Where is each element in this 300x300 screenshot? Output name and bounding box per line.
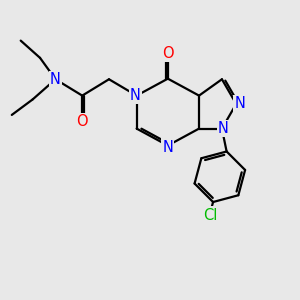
Text: N: N <box>130 88 141 103</box>
Text: N: N <box>50 72 61 87</box>
Text: Cl: Cl <box>203 208 218 223</box>
Text: O: O <box>162 46 174 61</box>
Text: N: N <box>162 140 173 154</box>
Text: O: O <box>76 114 88 129</box>
Text: N: N <box>234 96 245 111</box>
Text: N: N <box>218 121 229 136</box>
